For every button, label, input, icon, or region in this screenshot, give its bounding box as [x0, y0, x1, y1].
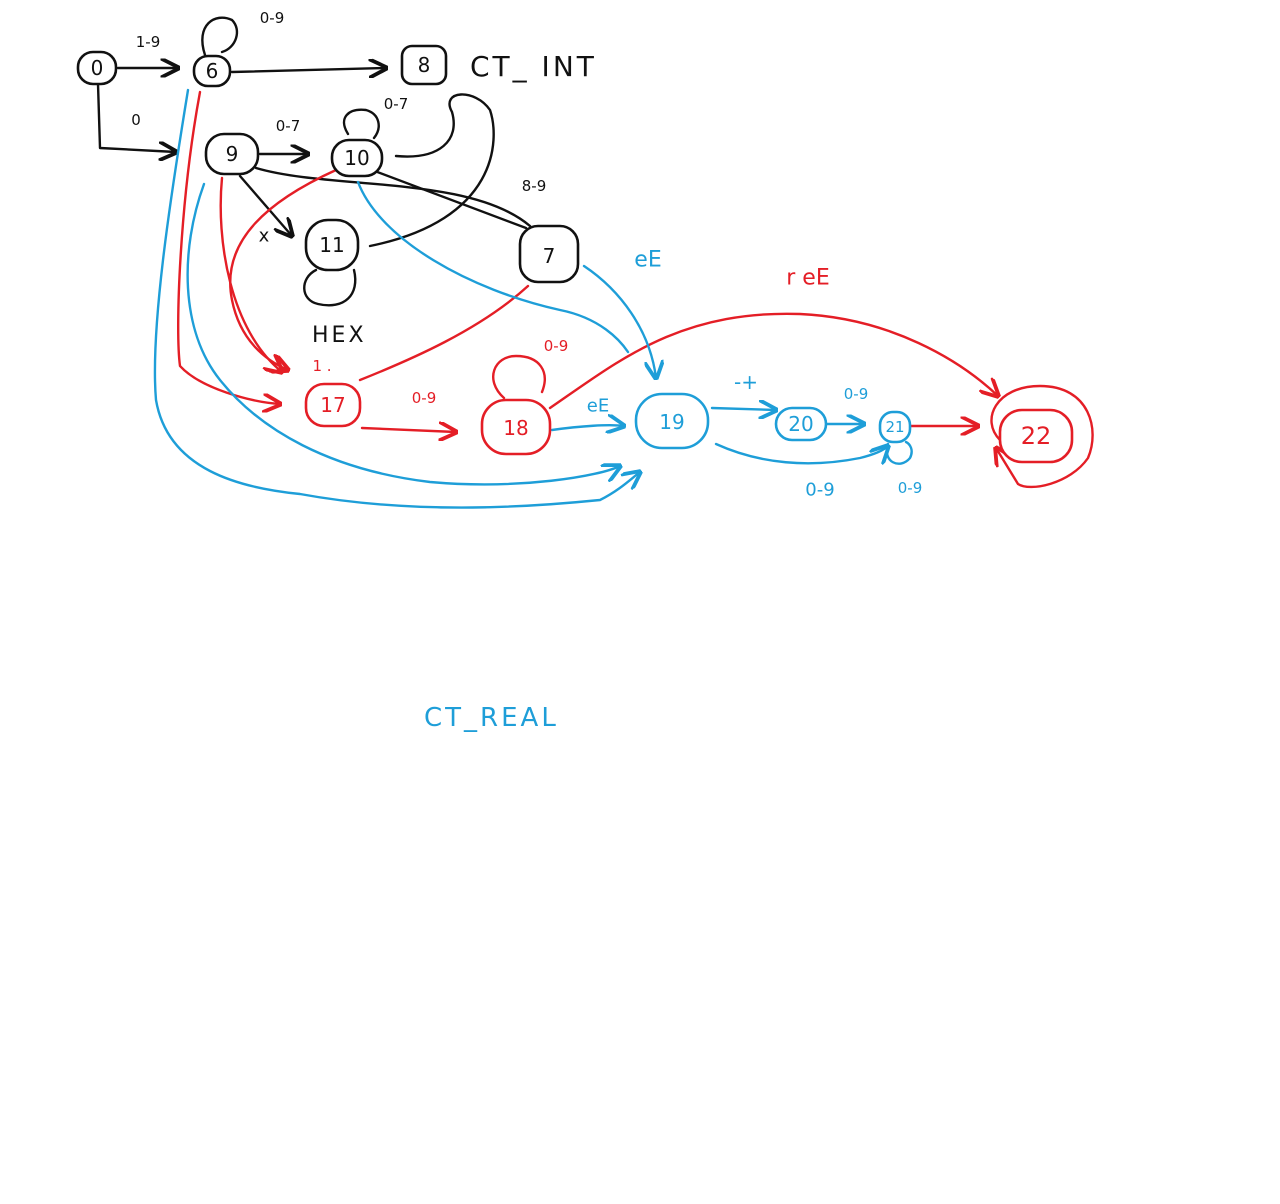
edge-9-to-7	[254, 166, 532, 228]
node-21: 21	[878, 410, 912, 444]
node-label: 11	[319, 233, 344, 257]
node-22: 22	[998, 408, 1074, 464]
node-label: 21	[885, 418, 904, 436]
node-label: 17	[320, 393, 345, 417]
node-18: 18	[480, 398, 552, 456]
label-0-to-9: 0	[131, 111, 141, 129]
ct-real-annotation: CT_REAL	[424, 703, 559, 733]
edge-18-to-22	[548, 312, 998, 410]
edge-21-loop	[885, 440, 913, 465]
edge-7-to-17	[358, 284, 530, 382]
edge-10-to-big-loop	[368, 93, 495, 248]
edge-10-to-19	[356, 180, 630, 354]
node-7: 7	[518, 224, 580, 284]
node-label: 7	[543, 244, 556, 268]
label-18-to-22: r eE	[786, 266, 829, 291]
node-label: 8	[418, 53, 431, 77]
edge-6-to-19	[153, 88, 640, 509]
label-10-loop: 0-7	[384, 95, 409, 113]
edge-10-loop	[342, 108, 380, 140]
label-10-to-7: 8-9	[522, 177, 547, 195]
annotations: CT_ INT HEX CT_REAL	[312, 50, 597, 733]
nodes: 0 6 8 9 10 11 7 17	[76, 44, 1074, 464]
label-20-loop: 0-9	[805, 480, 834, 501]
label-9-to-11: x	[259, 226, 270, 247]
node-label: 20	[788, 412, 813, 436]
label-20-to-21: 0-9	[844, 385, 869, 403]
black-edges	[96, 16, 532, 307]
edge-17-to-18	[360, 428, 456, 432]
node-11: 11	[304, 218, 360, 272]
node-10: 10	[330, 138, 384, 178]
edge-6-loop	[201, 16, 239, 57]
label-6-loop: 0-9	[260, 9, 285, 27]
ct-int-annotation: CT_ INT	[470, 50, 597, 83]
node-label: 9	[226, 142, 239, 166]
edge-0-to-9	[96, 82, 176, 152]
node-19: 19	[634, 392, 710, 450]
node-label: 18	[503, 416, 528, 440]
edge-6-to-8	[230, 68, 386, 72]
node-label: 10	[344, 146, 369, 170]
node-0: 0	[76, 50, 118, 86]
edge-22-loop	[990, 384, 1094, 489]
label-19-to-20: -+	[734, 370, 758, 394]
node-9: 9	[204, 132, 260, 176]
node-17: 17	[304, 382, 362, 428]
label-7-to-19: eE	[634, 248, 661, 273]
label-18-to-19: eE	[587, 396, 609, 417]
edge-9-to-11	[238, 174, 292, 236]
edge-19-to-20	[710, 408, 776, 410]
label-0-to-6: 1-9	[136, 33, 161, 51]
label-17-to-18: 0-9	[412, 389, 437, 407]
label-18-loop: 0-9	[544, 337, 569, 355]
node-8: 8	[400, 44, 448, 86]
edge-6-to-17	[176, 90, 280, 404]
edge-7-to-19	[582, 264, 656, 378]
node-20: 20	[774, 406, 828, 442]
edge-9-to-19	[186, 182, 620, 486]
label-9-to-10: 0-7	[276, 117, 301, 135]
node-label: 19	[659, 410, 684, 434]
label-21-loop: 0-9	[898, 479, 923, 497]
edge-11-loop	[303, 268, 357, 307]
label-17-dot: 1 .	[312, 357, 331, 375]
edge-18-to-19	[550, 425, 624, 430]
edge-10-to-7	[370, 168, 528, 230]
red-edges	[176, 90, 1094, 489]
edge-labels: 1-9 0-9 0 0-7 0-7 x 8-9 eE 1 . 0-9 0-9 e…	[131, 9, 922, 501]
node-label: 22	[1021, 422, 1052, 450]
edge-10-to-17	[229, 168, 338, 370]
edge-18-loop	[492, 354, 546, 400]
hex-annotation: HEX	[312, 323, 367, 348]
edge-19-to-21	[714, 444, 888, 463]
node-label: 0	[91, 56, 104, 80]
node-6: 6	[192, 54, 232, 88]
node-label: 6	[206, 59, 219, 83]
